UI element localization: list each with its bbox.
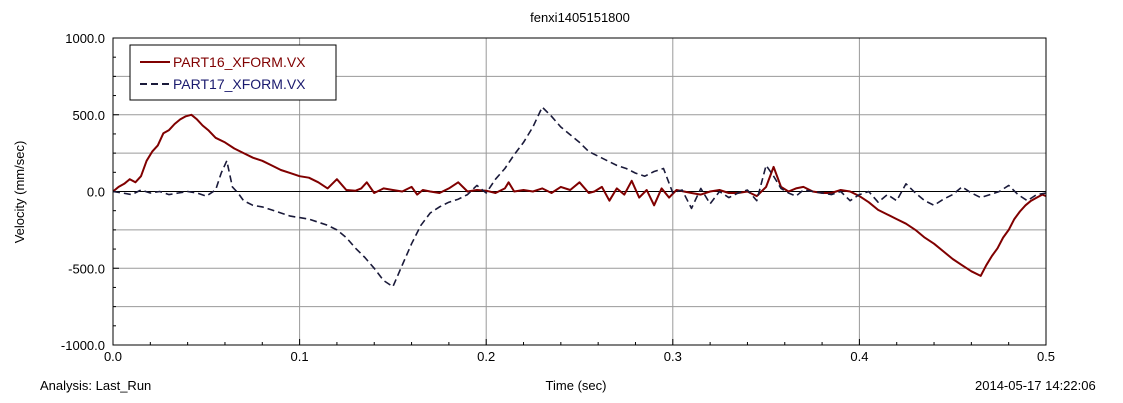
x-tick-label: 0.1 [291, 349, 309, 364]
series-layer [112, 106, 1047, 288]
legend-box [129, 44, 337, 101]
plot-frame [112, 37, 1047, 346]
y-tick-label: 0.0 [87, 185, 105, 200]
y-tick-label: 500.0 [72, 108, 105, 123]
series-line-part17 [112, 106, 1047, 288]
legend-label-part16: PART16_XFORM.VX [173, 54, 306, 70]
grid [113, 38, 1046, 345]
x-tick-label: 0.0 [104, 349, 122, 364]
x-tick-label: 0.4 [850, 349, 868, 364]
y-tick-label: -1000.0 [61, 338, 105, 353]
y-tick-labels: 1000.0 500.0 0.0 -500.0 -1000.0 [61, 31, 105, 353]
x-tick-label: 0.5 [1037, 349, 1055, 364]
x-tick-labels: 0.0 0.1 0.2 0.3 0.4 0.5 [104, 349, 1055, 364]
y-tick-label: -500.0 [68, 261, 105, 276]
series-line-part16 [112, 113, 1047, 277]
y-tick-label: 1000.0 [65, 31, 105, 46]
analysis-label: Analysis: Last_Run [40, 378, 152, 393]
legend-label-part17: PART17_XFORM.VX [173, 76, 306, 92]
x-tick-label: 0.2 [477, 349, 495, 364]
x-tick-label: 0.3 [664, 349, 682, 364]
run-timestamp: 2014-05-17 14:22:06 [975, 378, 1096, 393]
x-axis-label: Time (sec) [546, 378, 607, 393]
legend: PART16_XFORM.VX PART17_XFORM.VX [129, 44, 337, 101]
chart-title: fenxi1405151800 [530, 10, 630, 25]
y-axis-label: Velocity (mm/sec) [12, 141, 27, 244]
